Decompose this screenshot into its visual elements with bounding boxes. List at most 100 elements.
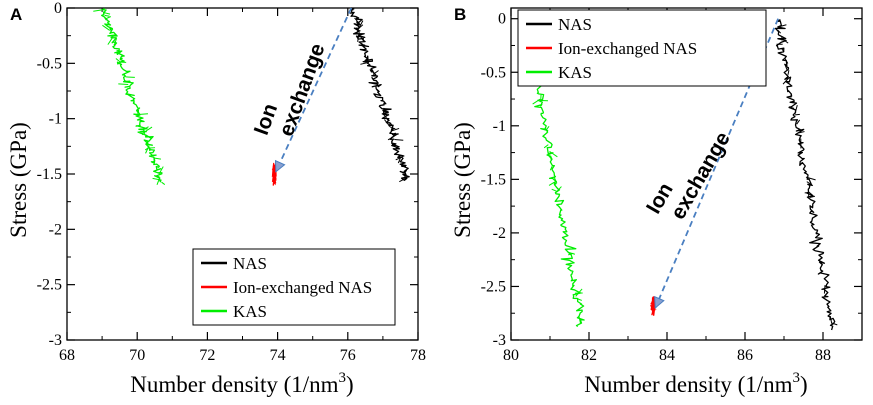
data-spike (567, 251, 576, 255)
panel-label: B (454, 5, 466, 24)
y-tick-label: -0.5 (37, 55, 62, 72)
data-spike (395, 157, 401, 161)
data-spike (356, 28, 359, 35)
data-spike (158, 166, 164, 175)
ion-exchange-arrow (275, 7, 353, 173)
data-spike (103, 12, 111, 15)
panel-label: A (10, 5, 22, 24)
data-spike (105, 16, 112, 20)
data-spike (390, 138, 395, 143)
data-spike (153, 157, 162, 160)
x-axis-label: Number density (1/nm3) (130, 370, 353, 397)
data-spike (798, 131, 805, 134)
data-spike (391, 127, 400, 132)
y-tick-label: -0.5 (481, 64, 506, 81)
data-spike (547, 154, 552, 159)
y-tick-label: -2.5 (37, 277, 62, 294)
y-tick-label: -1.5 (481, 171, 506, 188)
data-spike (548, 181, 556, 186)
data-spike (823, 285, 826, 294)
data-spike (831, 322, 838, 326)
data-spike (107, 37, 113, 45)
x-tick-label: 86 (737, 347, 753, 364)
series-ion-exchanged-nas (649, 296, 657, 316)
y-tick-label: -3 (49, 332, 62, 349)
data-trace (349, 8, 410, 181)
arrow-head (274, 159, 286, 173)
data-spike (145, 145, 150, 154)
annotation-line-2: exchange (275, 40, 330, 139)
x-tick-label: 68 (59, 347, 75, 364)
data-spike (777, 29, 782, 34)
legend-box (517, 9, 767, 87)
y-tick-label: -3 (493, 332, 506, 349)
data-spike (399, 177, 408, 183)
x-tick-label: 76 (340, 347, 356, 364)
data-spike (357, 32, 360, 42)
data-spike (784, 58, 789, 64)
data-trace (774, 19, 836, 331)
series-nas (774, 19, 838, 331)
data-spike (394, 138, 404, 141)
y-tick-label: -1 (493, 118, 506, 135)
data-spike (796, 119, 801, 125)
y-tick-label: -2.5 (481, 278, 506, 295)
x-tick-label: 78 (410, 347, 426, 364)
data-spike (118, 83, 129, 85)
panel-b: B Stress (GPa) Number density (1/nm3) 80… (450, 5, 863, 397)
data-spike (383, 113, 389, 121)
legend-entry: Ion-exchanged NAS (233, 278, 372, 297)
data-spike (575, 297, 583, 301)
data-spike (549, 166, 553, 171)
data-spike (532, 98, 541, 105)
data-spike (93, 9, 103, 12)
data-spike (360, 37, 365, 42)
data-spike (402, 173, 408, 180)
data-spike (143, 126, 149, 131)
data-spike (549, 150, 558, 158)
data-spike (354, 17, 361, 26)
annotation-line-2: exchange (667, 128, 735, 223)
data-spike (397, 157, 401, 164)
plot-frame (510, 7, 863, 341)
data-spike (388, 122, 394, 127)
data-spike (390, 126, 396, 130)
y-tick-label: 0 (498, 11, 506, 28)
data-spike (142, 129, 146, 135)
data-trace (101, 7, 163, 183)
data-spike (116, 49, 122, 52)
data-spike (781, 48, 785, 53)
data-spike (114, 37, 118, 45)
data-spike (568, 252, 574, 256)
series-nas (349, 8, 410, 183)
y-axis-label: Stress (GPa) (6, 122, 31, 238)
data-spike (104, 14, 110, 17)
data-spike (161, 181, 166, 185)
data-spike (360, 61, 370, 65)
x-tick-label: 88 (815, 347, 831, 364)
y-axis-label: Stress (GPa) (450, 122, 475, 238)
legend: NAS Ion-exchanged NAS KAS (192, 248, 396, 326)
data-spike (805, 176, 816, 181)
x-tick-label: 84 (659, 347, 675, 364)
data-spike (136, 109, 141, 116)
legend-entry: NAS (233, 254, 267, 273)
y-tick-label: -2 (49, 221, 62, 238)
data-spike (392, 133, 400, 137)
data-spike (545, 126, 550, 131)
data-spike (784, 64, 788, 71)
data-spike (808, 191, 813, 196)
legend-entry: KAS (233, 302, 267, 321)
data-spike (551, 188, 557, 192)
data-spike (156, 177, 161, 185)
data-spike (782, 77, 789, 85)
data-spike (384, 108, 392, 111)
series-kas (93, 7, 166, 185)
data-spike (372, 70, 379, 75)
data-spike (144, 126, 153, 133)
data-spike (787, 70, 790, 75)
data-spike (829, 315, 833, 324)
data-spike (794, 104, 798, 115)
x-tick-label: 74 (270, 347, 286, 364)
